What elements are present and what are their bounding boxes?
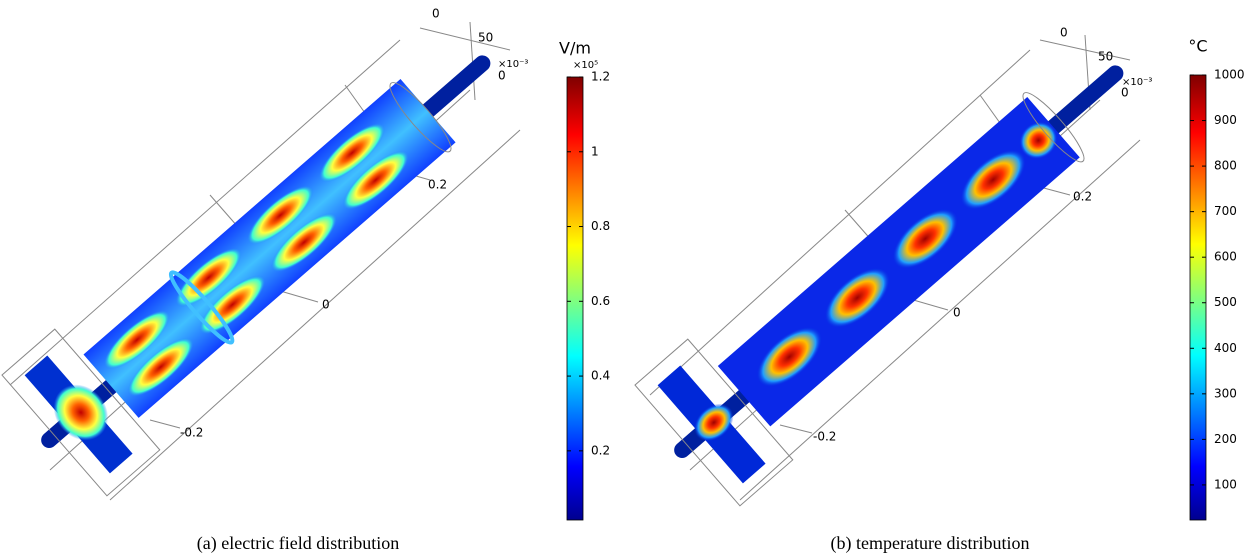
colorbar-unit: V/m xyxy=(559,39,591,58)
colorbar-tick-label: 1.2 xyxy=(591,70,610,84)
axis-label: -0.2 xyxy=(180,426,203,440)
axis-label: 50 xyxy=(478,31,493,45)
colorbar-tick-label: 0.8 xyxy=(591,219,610,233)
axis-label: ×10⁻³ xyxy=(1122,77,1152,88)
colorbar-tick-label: 100 xyxy=(1214,477,1237,491)
axis-label: 0 xyxy=(432,7,440,21)
colorbar-tick-label: 800 xyxy=(1214,159,1237,173)
axis-label: 0.2 xyxy=(428,178,447,192)
colorbar-multiplier: ×10⁵ xyxy=(573,60,598,71)
colorbar-tick-label: 600 xyxy=(1214,250,1237,264)
colorbar-tick-label: 0.4 xyxy=(591,369,610,383)
colorbar-tick-label: 0.6 xyxy=(591,294,610,308)
colorbar xyxy=(566,76,584,521)
colorbar-tick-label: 900 xyxy=(1214,113,1237,127)
colorbar-tick-label: 400 xyxy=(1214,341,1237,355)
caption: (b) temperature distribution xyxy=(831,533,1030,554)
colorbar-unit: °C xyxy=(1188,37,1207,56)
colorbar-tick-label: 1 xyxy=(591,144,599,158)
axis-label: ×10⁻³ xyxy=(498,59,528,70)
axis-label: -0.2 xyxy=(813,430,836,444)
axis-label: 0 xyxy=(1060,26,1068,40)
axis-label: 0 xyxy=(498,69,506,83)
axis-label: 50 xyxy=(1098,50,1113,64)
colorbar-tick-label: 300 xyxy=(1214,386,1237,400)
colorbar-tick-label: 700 xyxy=(1214,204,1237,218)
axis-label: 0.2 xyxy=(1073,190,1092,204)
axis-label: 0 xyxy=(322,298,330,312)
axis-label: 0 xyxy=(953,306,961,320)
colorbar-tick-label: 200 xyxy=(1214,432,1237,446)
caption: (a) electric field distribution xyxy=(197,533,399,554)
colorbar-tick-label: 0.2 xyxy=(591,443,610,457)
colorbar-tick-label: 1000 xyxy=(1214,68,1245,82)
render-b xyxy=(634,34,1141,507)
axis-label: 0 xyxy=(1121,86,1129,100)
colorbar xyxy=(1189,74,1207,521)
colorbar-tick-label: 500 xyxy=(1214,295,1237,309)
render-a xyxy=(1,21,521,501)
